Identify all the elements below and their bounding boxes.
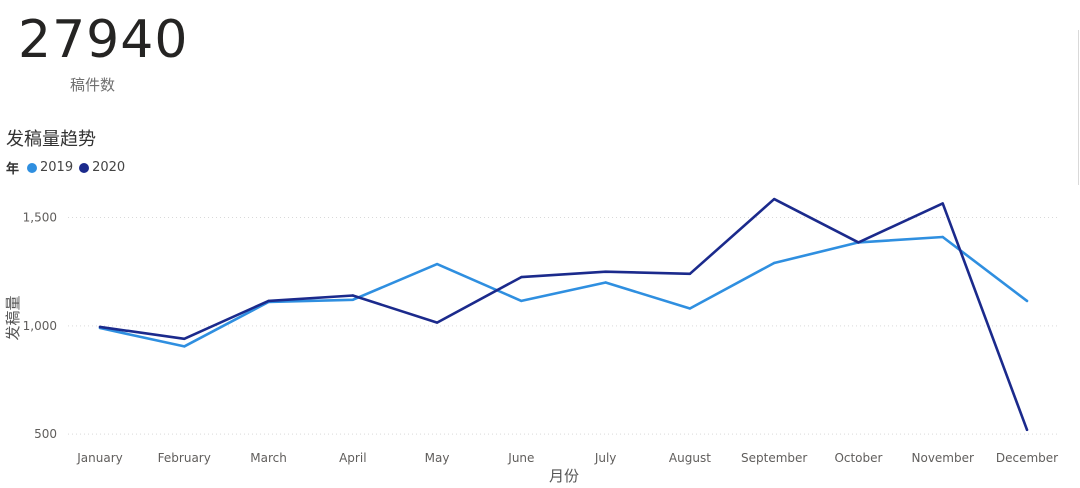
legend-dot-2020	[79, 162, 90, 173]
legend-dot-2019	[27, 162, 38, 173]
data-point-2020	[604, 270, 607, 273]
data-point-2020	[435, 321, 439, 324]
data-point-2019	[1025, 299, 1029, 303]
x-tick-label: June	[507, 451, 534, 465]
data-point-2019	[183, 345, 186, 348]
y-axis-title: 发稿量	[4, 295, 22, 340]
panel-edge-divider	[1078, 30, 1079, 185]
data-point-2020	[941, 202, 944, 205]
data-point-2019	[772, 261, 776, 265]
data-point-2019	[351, 298, 355, 302]
x-tick-label: December	[996, 451, 1058, 465]
legend-item-2019[interactable]: 2019	[27, 160, 73, 175]
data-point-2020	[688, 272, 692, 276]
data-point-2020	[267, 299, 270, 303]
y-tick-label: 500	[34, 427, 57, 441]
x-axis-title: 月份	[549, 467, 579, 485]
x-tick-label: July	[594, 451, 617, 465]
kpi-value: 27940	[18, 10, 189, 70]
x-tick-label: April	[339, 451, 366, 465]
legend: 年 2019 2020	[6, 158, 131, 177]
x-tick-label: May	[425, 451, 450, 465]
data-point-2020	[772, 197, 776, 201]
series-line-2019	[98, 235, 1029, 348]
data-point-2019	[604, 281, 607, 284]
x-tick-label: January	[76, 451, 123, 465]
x-tick-label: November	[912, 451, 974, 465]
legend-item-2020[interactable]: 2020	[79, 160, 125, 175]
y-tick-label: 1,000	[23, 319, 57, 333]
data-point-2019	[688, 307, 692, 310]
data-point-2020	[351, 294, 355, 297]
data-point-2019	[941, 235, 944, 239]
x-tick-label: March	[250, 451, 287, 465]
x-tick-label: October	[834, 451, 882, 465]
x-tick-label: February	[158, 451, 211, 465]
data-point-2020	[520, 275, 523, 279]
legend-label-2019: 2019	[40, 160, 74, 175]
data-point-2020	[183, 337, 186, 341]
chart-title: 发稿量趋势	[6, 129, 96, 150]
kpi-label: 稿件数	[70, 76, 116, 94]
x-tick-label: September	[741, 451, 807, 465]
x-tick-label: August	[669, 451, 711, 465]
data-point-2019	[520, 299, 523, 303]
legend-label-2020: 2020	[92, 160, 126, 175]
legend-title: 年	[6, 162, 20, 177]
data-point-2020	[98, 325, 102, 329]
data-point-2020	[1025, 428, 1029, 432]
y-tick-label: 1,500	[23, 211, 57, 225]
series-line-2020	[98, 197, 1029, 432]
data-point-2020	[857, 241, 860, 244]
data-point-2019	[435, 262, 439, 266]
